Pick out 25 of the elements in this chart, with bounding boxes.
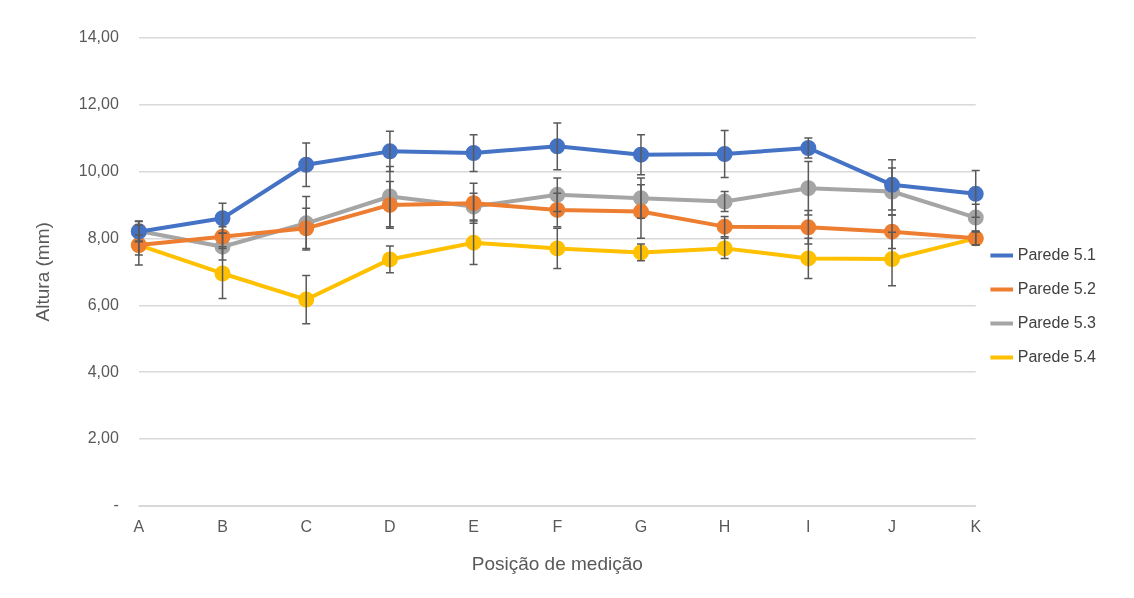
legend-label: Parede 5.1 [1017, 245, 1097, 263]
legend-label: Parede 5.2 [1017, 279, 1097, 297]
y-tick-label: 10,00 [78, 161, 119, 179]
x-tick-label: G [634, 518, 648, 536]
x-tick-label: I [806, 518, 811, 536]
x-tick-label: H [718, 518, 731, 536]
y-tick-label: 14,00 [78, 28, 119, 46]
y-tick-label: 8,00 [87, 228, 119, 246]
y-tick-label: 12,00 [78, 94, 119, 112]
legend-label: Parede 5.4 [1017, 347, 1097, 365]
y-tick-label: 6,00 [87, 295, 119, 313]
x-tick-label: J [888, 518, 897, 536]
x-tick-label: B [217, 518, 228, 536]
x-tick-label: K [970, 518, 982, 536]
y-tick-label: 2,00 [87, 429, 119, 447]
x-tick-label: C [300, 518, 312, 536]
x-tick-label: D [384, 518, 396, 536]
y-axis-title: Altura (mm) [31, 222, 53, 322]
x-tick-label: F [552, 518, 563, 536]
y-tick-label: 4,00 [87, 362, 119, 380]
legend-label: Parede 5.3 [1017, 313, 1097, 331]
x-axis-title: Posição de medição [471, 552, 643, 574]
x-tick-label: A [133, 518, 145, 536]
y-tick-label: - [113, 496, 119, 514]
x-tick-label: E [468, 518, 479, 536]
